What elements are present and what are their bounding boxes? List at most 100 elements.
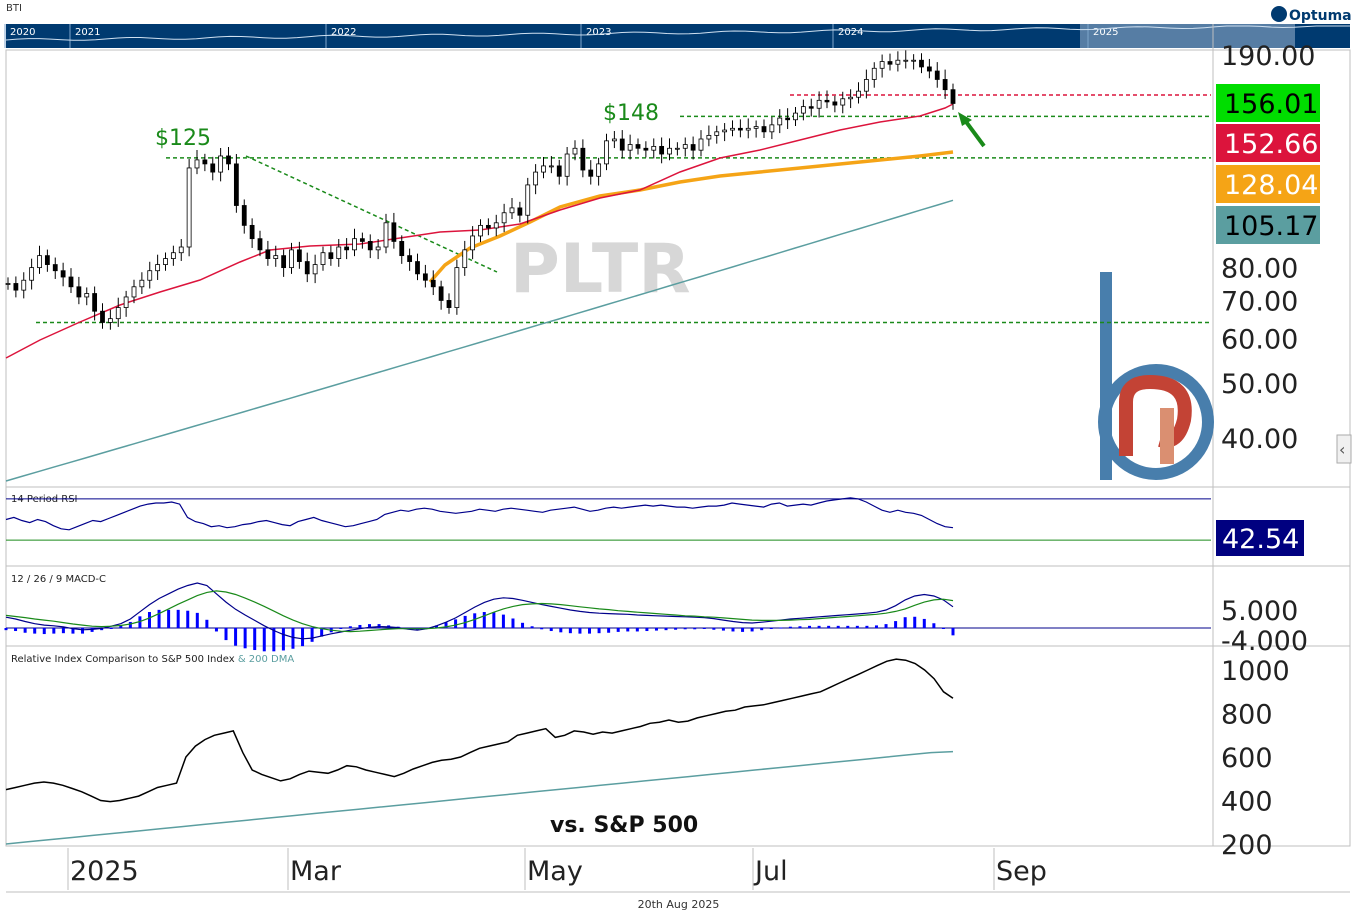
macd-hist-bar <box>616 628 620 632</box>
macd-hist-bar <box>4 628 8 631</box>
macd-hist-bar <box>339 628 343 629</box>
x-axis-tick-label: Jul <box>753 856 788 887</box>
candle-body <box>667 147 672 155</box>
macd-y-tick-label: -4.000 <box>1221 626 1308 657</box>
macd-hist-bar <box>71 628 75 634</box>
candle-body <box>407 255 413 262</box>
navigator-year-label: 2020 <box>10 27 35 38</box>
relative-line <box>5 658 954 803</box>
candle-body <box>533 171 539 186</box>
candle-body <box>68 276 74 288</box>
candle-body <box>147 270 153 281</box>
macd-hist-bar <box>693 628 697 630</box>
macd-hist-bar <box>597 628 601 634</box>
macd-hist-bar <box>109 628 113 629</box>
logo-r-leg <box>1160 408 1174 464</box>
candle-body <box>769 124 775 133</box>
candle-body <box>44 255 50 265</box>
candle-body <box>950 89 956 104</box>
logo-bowl <box>1098 364 1214 480</box>
macd-hist-bar <box>769 628 773 629</box>
macd-hist-bar <box>741 628 745 632</box>
x-axis-tick-label: 2025 <box>70 856 139 887</box>
candle-body <box>903 59 909 62</box>
candle-body <box>887 61 893 65</box>
macd-hist-bar <box>530 626 534 628</box>
last-value-box <box>1216 84 1320 122</box>
macd-hist-bar <box>712 628 716 630</box>
relative-y-tick-label: 400 <box>1221 787 1273 818</box>
candle-body <box>548 165 554 168</box>
macd-hist-bar <box>320 628 324 637</box>
watermark-logo-icon <box>1098 272 1214 480</box>
macd-hist-bar <box>578 628 582 634</box>
candle-body <box>304 261 310 275</box>
candle-body <box>525 184 531 216</box>
candle-body <box>320 252 326 265</box>
macd-line <box>5 582 954 640</box>
candle-body <box>100 310 105 323</box>
relative-y-tick-label: 600 <box>1221 743 1273 774</box>
candle-body <box>895 59 901 65</box>
candle-body <box>470 235 476 251</box>
macd-hist-bar <box>14 628 18 632</box>
macd-hist-bar <box>635 628 639 632</box>
candle-body <box>399 241 405 257</box>
navigator-year-label: 2024 <box>838 27 863 38</box>
annotation-148: $148 <box>603 101 659 126</box>
last-value-label: 105.17 <box>1224 211 1318 242</box>
candle-body <box>517 207 523 216</box>
candle-body <box>698 138 704 151</box>
macd-hist-bar <box>788 626 792 628</box>
candle-body <box>816 99 822 109</box>
macd-hist-bar <box>186 610 190 628</box>
candle-body <box>690 144 696 151</box>
x-axis-tick-label: May <box>527 856 583 887</box>
candle-body <box>257 238 263 251</box>
candle-body <box>52 264 58 272</box>
candle-body <box>241 205 247 226</box>
macd-hist-bar <box>33 628 37 634</box>
candle-body <box>328 252 334 259</box>
candle-body <box>934 70 940 80</box>
macd-hist-bar <box>654 628 658 631</box>
macd-hist-bar <box>702 628 706 629</box>
candle-body <box>352 238 357 251</box>
candle-body <box>808 106 814 109</box>
price-y-tick-label: 40.00 <box>1221 424 1298 455</box>
candle-body <box>170 252 176 259</box>
candle-body <box>281 255 287 269</box>
macd-hist-bar <box>894 621 898 628</box>
candle-body <box>186 167 192 248</box>
macd-hist-bar <box>348 626 352 628</box>
macd-hist-bar <box>731 628 735 632</box>
candle-body <box>415 261 420 275</box>
candle-body <box>344 246 350 251</box>
relative-title: Relative Index Comparison to S&P 500 Ind… <box>11 654 294 665</box>
candle-body <box>265 249 271 259</box>
navigator-line <box>5 25 1350 41</box>
candle-body <box>501 212 507 224</box>
macd-hist-bar <box>224 628 228 641</box>
candle-body <box>76 286 82 298</box>
macd-hist-bar <box>291 628 295 649</box>
candle-body <box>509 207 515 214</box>
macd-hist-bar <box>454 619 458 628</box>
macd-hist-bar <box>932 623 936 628</box>
price-y-tick-label: 80.00 <box>1221 254 1298 285</box>
macd-hist-bar <box>779 627 783 629</box>
macd-hist-bar <box>846 625 850 628</box>
macd-hist-bar <box>922 618 926 628</box>
candle-body <box>123 296 129 308</box>
macd-hist-bar <box>434 625 438 628</box>
candle-body <box>604 140 609 165</box>
candle-body <box>619 138 625 151</box>
candle-body <box>682 144 688 149</box>
macd-histogram <box>4 609 955 652</box>
candle-body <box>430 279 436 288</box>
macd-hist-bar <box>81 628 85 634</box>
candle-body <box>194 159 200 169</box>
macd-hist-bar <box>750 628 754 632</box>
last-value-box <box>1216 206 1320 244</box>
